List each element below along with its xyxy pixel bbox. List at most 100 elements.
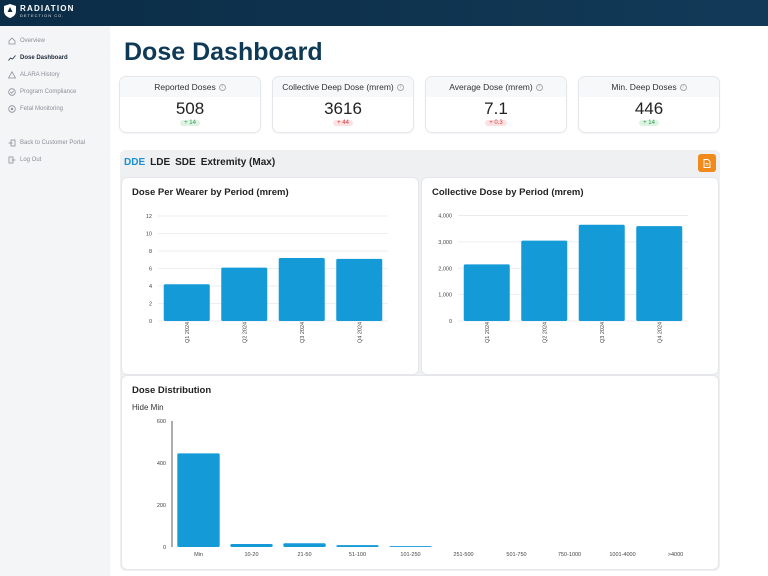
- y-tick-label: 2: [149, 302, 152, 308]
- sidebar-item-log-out[interactable]: Log Out: [8, 156, 41, 164]
- sidebar-item-dose-dashboard[interactable]: Dose Dashboard: [8, 54, 68, 62]
- x-tick-label: Q4 2024: [357, 322, 363, 343]
- chart-title: Collective Dose by Period (mrem): [432, 187, 584, 198]
- sidebar-item-label: Program Compliance: [20, 89, 77, 95]
- stat-card: Average Dose (mrem) i 7.1 + 0.3: [426, 77, 566, 132]
- hide-min-toggle[interactable]: Hide Min: [132, 403, 164, 412]
- sidebar-item-fetal-monitoring[interactable]: Fetal Monitoring: [8, 105, 63, 113]
- export-button[interactable]: [698, 154, 716, 172]
- y-tick-label: 0: [449, 319, 452, 325]
- tab-dde[interactable]: DDE: [124, 157, 146, 168]
- bar[interactable]: [521, 240, 568, 321]
- x-tick-label: 1001-4000: [609, 552, 635, 558]
- sidebar-item-label: Dose Dashboard: [20, 55, 68, 61]
- fetal-icon: [8, 105, 16, 113]
- sidebar-item-label: Fetal Monitoring: [20, 106, 64, 112]
- bar[interactable]: [389, 546, 432, 547]
- y-tick-label: 1,000: [438, 293, 452, 299]
- stat-card: Collective Deep Dose (mrem) i 3616 + 44: [273, 77, 413, 132]
- stat-label: Average Dose (mrem): [449, 82, 533, 92]
- dose-distribution-card: Dose Distribution Hide Min 0 200 400 600 Min…: [122, 376, 718, 569]
- sidebar: Overview Dose Dashboard ALARA History Progr…: [0, 26, 110, 576]
- bar[interactable]: [463, 264, 510, 321]
- info-icon[interactable]: i: [679, 83, 687, 91]
- y-tick-label: 600: [157, 419, 166, 425]
- stat-card: Reported Doses i 508 + 14: [120, 77, 260, 132]
- sidebar-item-program-compliance[interactable]: Program Compliance: [8, 88, 76, 96]
- bar[interactable]: [163, 284, 210, 321]
- bar[interactable]: [283, 543, 326, 547]
- x-tick-label: Q1 2024: [485, 322, 491, 343]
- sidebar-item-label: Log Out: [20, 157, 42, 163]
- x-tick-label: 51-100: [349, 552, 366, 558]
- back-icon: [8, 139, 16, 147]
- stat-delta-badge: + 14: [180, 120, 200, 126]
- bar[interactable]: [336, 258, 383, 321]
- stat-header: Average Dose (mrem) i: [426, 77, 566, 97]
- shield-icon: [4, 4, 16, 18]
- y-tick-label: 0: [163, 545, 166, 551]
- x-tick-label: Q4 2024: [657, 322, 663, 343]
- stat-delta-badge: + 44: [333, 120, 353, 126]
- stat-label: Reported Doses: [154, 82, 216, 92]
- stat-value: 446: [634, 99, 664, 118]
- sidebar-item-label: ALARA History: [20, 72, 60, 78]
- info-icon[interactable]: i: [218, 83, 226, 91]
- sidebar-item-back-to-customer-portal[interactable]: Back to Customer Portal: [8, 139, 85, 147]
- stat-value: 7.1: [484, 99, 508, 118]
- y-tick-label: 12: [146, 214, 152, 220]
- x-tick-label: Q2 2024: [242, 322, 248, 343]
- dose-distribution-chart: 0 200 400 600 Min 10-20 21-50 51-100 101-250 251-…: [157, 419, 683, 558]
- stat-delta-badge: + 0.3: [485, 120, 507, 126]
- y-tick-label: 2,000: [438, 266, 452, 272]
- dose-per-wearer-card: Dose Per Wearer by Period (mrem) 0 2 4 6 8 10…: [122, 178, 418, 374]
- tab-lde[interactable]: LDE: [150, 157, 171, 168]
- tab-sde[interactable]: SDE: [175, 157, 196, 168]
- x-tick-label: Q3 2024: [300, 322, 306, 343]
- x-tick-label: 750-1000: [558, 552, 581, 558]
- charts-panel: DDE LDE SDE Extremity (Max) Dose Per Wearer…: [120, 150, 720, 571]
- stat-header: Reported Doses i: [120, 77, 260, 97]
- company-logo[interactable]: RADIATION DETECTION CO.: [4, 4, 75, 18]
- stat-header: Min. Deep Doses i: [579, 77, 719, 97]
- logout-icon: [8, 156, 16, 164]
- bar[interactable]: [636, 226, 683, 321]
- bar[interactable]: [578, 224, 625, 321]
- collective-dose-card: Collective Dose by Period (mrem) 0 1,000 2…: [422, 178, 718, 374]
- stat-card: Min. Deep Doses i 446 + 14: [579, 77, 719, 132]
- x-tick-label: >4000: [668, 552, 683, 558]
- stat-value: 3616: [324, 99, 362, 118]
- x-tick-label: 251-500: [453, 552, 473, 558]
- y-tick-label: 200: [157, 503, 166, 509]
- bar[interactable]: [336, 545, 379, 547]
- bar[interactable]: [221, 267, 268, 321]
- sidebar-item-overview[interactable]: Overview: [8, 37, 45, 45]
- check-icon: [8, 88, 16, 96]
- stat-label: Min. Deep Doses: [611, 82, 677, 92]
- tab-extremity-max[interactable]: Extremity (Max): [200, 157, 276, 168]
- top-bar: RADIATION DETECTION CO.: [0, 0, 768, 26]
- y-tick-label: 8: [149, 249, 152, 255]
- dose-type-tabs: DDE LDE SDE Extremity (Max): [124, 157, 275, 168]
- chart-icon: [8, 55, 16, 61]
- y-tick-label: 10: [146, 232, 152, 238]
- brand-name: RADIATION: [20, 3, 75, 13]
- x-tick-label: Q1 2024: [185, 322, 191, 343]
- info-icon[interactable]: i: [535, 83, 543, 91]
- page-title: Dose Dashboard: [124, 38, 323, 66]
- home-icon: [8, 37, 16, 45]
- y-tick-label: 400: [157, 461, 166, 467]
- stat-value: 508: [175, 99, 205, 118]
- dose-per-wearer-chart: 0 2 4 6 8 10 12 Q1 2024 Q2 2024 Q3 2024 Q4 2024: [146, 214, 388, 343]
- bar[interactable]: [177, 453, 220, 547]
- x-tick-label: Q2 2024: [542, 322, 548, 343]
- chart-title: Dose Per Wearer by Period (mrem): [132, 187, 289, 198]
- stat-delta-badge: + 14: [639, 120, 659, 126]
- x-tick-label: 101-250: [400, 552, 420, 558]
- bar[interactable]: [230, 544, 273, 547]
- warning-icon: [8, 71, 16, 79]
- stat-header: Collective Deep Dose (mrem) i: [273, 77, 413, 97]
- bar[interactable]: [278, 258, 325, 321]
- sidebar-item-alara-history[interactable]: ALARA History: [8, 71, 60, 79]
- info-icon[interactable]: i: [396, 83, 404, 91]
